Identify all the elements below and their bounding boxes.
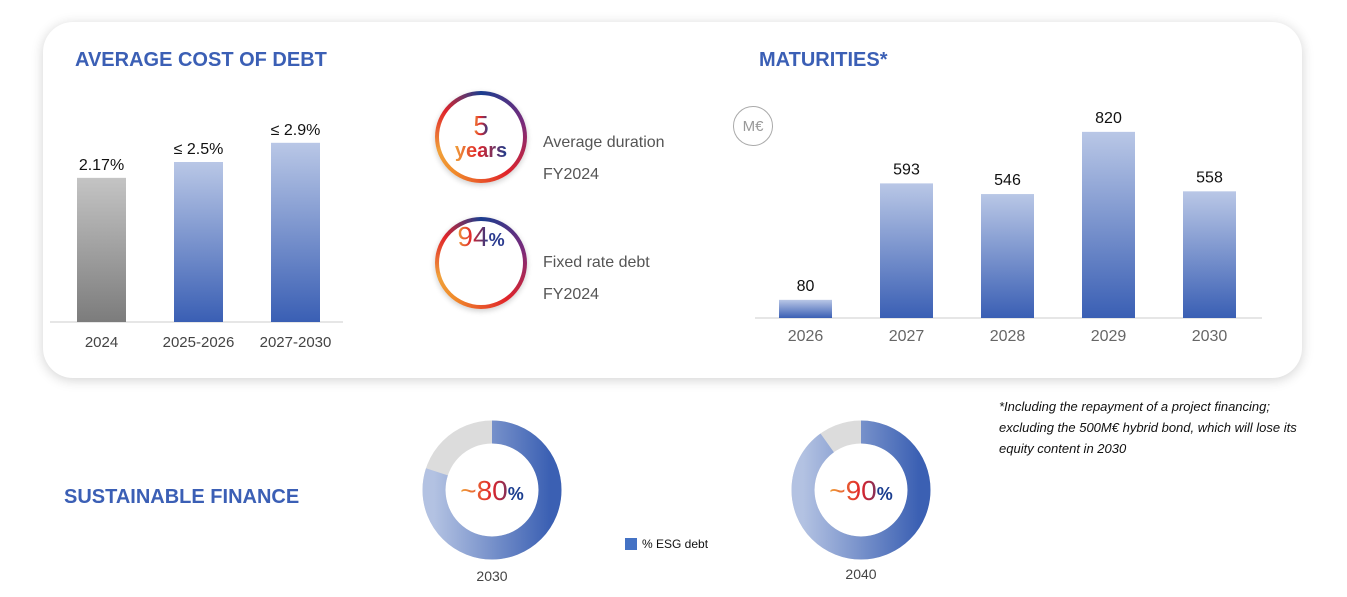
fixed-rate-period: FY2024 — [543, 286, 600, 303]
cost-data-label: 2.17% — [79, 157, 124, 174]
maturities-title: MATURITIES* — [759, 49, 888, 71]
legend-swatch — [625, 538, 637, 550]
cost-bar-2024 — [77, 177, 126, 322]
legend-label: % ESG debt — [642, 537, 709, 551]
fixed-rate-ring: 94 % — [435, 217, 527, 309]
maturity-tick-label: 2029 — [1091, 328, 1127, 345]
duration-ring: 5 years — [435, 91, 527, 183]
cost-bar-2027-2030 — [271, 142, 320, 322]
duration-unit: years — [454, 140, 508, 162]
maturity-bar-2029 — [1082, 131, 1135, 318]
cost-bar-2025-2026 — [174, 162, 223, 322]
fixed-rate-value: 94 — [457, 221, 489, 252]
maturity-bar-2026 — [779, 299, 832, 318]
cost-tick-label: 2025-2026 — [163, 334, 235, 351]
donut-year-label: 2030 — [476, 568, 507, 584]
cost-of-debt-title: AVERAGE COST OF DEBT — [75, 49, 327, 71]
fixed-rate-label: Fixed rate debt — [543, 254, 650, 271]
maturity-tick-label: 2026 — [788, 328, 824, 345]
maturity-data-label: 593 — [893, 161, 920, 178]
donut-value: ~80% — [460, 475, 524, 506]
cost-data-label: ≤ 2.9% — [271, 122, 321, 139]
duration-label: Average duration — [543, 134, 665, 151]
maturity-bar-2027 — [880, 183, 933, 318]
maturity-data-label: 546 — [994, 172, 1021, 189]
maturity-data-label: 558 — [1196, 169, 1223, 186]
duration-value: 5 — [473, 110, 489, 141]
cost-tick-label: 2027-2030 — [260, 334, 332, 351]
cost-tick-label: 2024 — [85, 334, 118, 351]
maturity-bar-2030 — [1183, 191, 1236, 318]
donut-year-label: 2040 — [845, 566, 876, 582]
duration-period: FY2024 — [543, 166, 600, 183]
maturity-data-label: 80 — [797, 278, 815, 295]
sustainable-finance-title: SUSTAINABLE FINANCE — [64, 486, 300, 508]
fixed-rate-unit: % — [488, 230, 505, 250]
maturity-tick-label: 2027 — [889, 328, 925, 345]
cost-data-label: ≤ 2.5% — [174, 141, 224, 158]
donut-esg-2040 — [791, 420, 931, 560]
maturity-data-label: 820 — [1095, 110, 1122, 127]
unit-badge: M€ — [733, 106, 773, 146]
maturity-bar-2028 — [981, 194, 1034, 318]
maturity-tick-label: 2030 — [1192, 328, 1228, 345]
donut-esg-2030 — [422, 420, 562, 560]
donut-value: ~90% — [829, 475, 893, 506]
footnote: *Including the repayment of a project fi… — [999, 399, 1297, 456]
maturity-tick-label: 2028 — [990, 328, 1026, 345]
